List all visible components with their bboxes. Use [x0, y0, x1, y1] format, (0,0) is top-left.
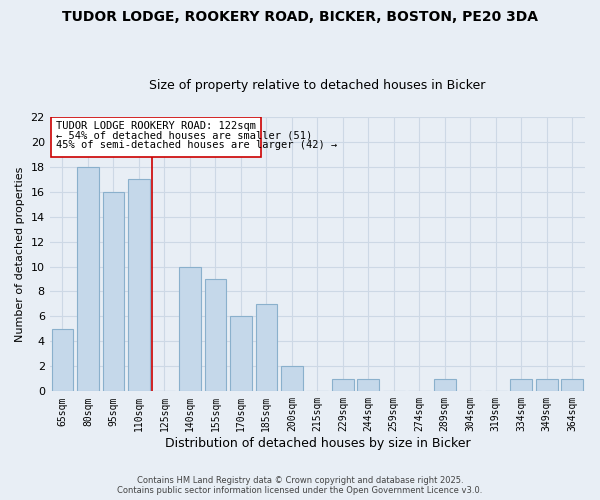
Bar	[256, 304, 277, 392]
Text: TUDOR LODGE, ROOKERY ROAD, BICKER, BOSTON, PE20 3DA: TUDOR LODGE, ROOKERY ROAD, BICKER, BOSTO…	[62, 10, 538, 24]
Bar	[358, 379, 379, 392]
Bar	[103, 192, 124, 392]
Bar	[52, 329, 73, 392]
Bar	[230, 316, 251, 392]
Title: Size of property relative to detached houses in Bicker: Size of property relative to detached ho…	[149, 79, 485, 92]
Bar	[128, 179, 150, 392]
Bar	[77, 166, 99, 392]
Text: Contains HM Land Registry data © Crown copyright and database right 2025.
Contai: Contains HM Land Registry data © Crown c…	[118, 476, 482, 495]
Text: ← 54% of detached houses are smaller (51): ← 54% of detached houses are smaller (51…	[56, 130, 312, 140]
Bar	[205, 279, 226, 392]
X-axis label: Distribution of detached houses by size in Bicker: Distribution of detached houses by size …	[164, 437, 470, 450]
Text: 45% of semi-detached houses are larger (42) →: 45% of semi-detached houses are larger (…	[56, 140, 337, 150]
Bar	[332, 379, 353, 392]
Y-axis label: Number of detached properties: Number of detached properties	[15, 166, 25, 342]
Bar	[281, 366, 302, 392]
Bar	[434, 379, 455, 392]
Bar	[51, 117, 261, 156]
Bar	[511, 379, 532, 392]
Bar	[179, 266, 201, 392]
Bar	[536, 379, 557, 392]
Bar	[562, 379, 583, 392]
Text: TUDOR LODGE ROOKERY ROAD: 122sqm: TUDOR LODGE ROOKERY ROAD: 122sqm	[56, 120, 256, 130]
